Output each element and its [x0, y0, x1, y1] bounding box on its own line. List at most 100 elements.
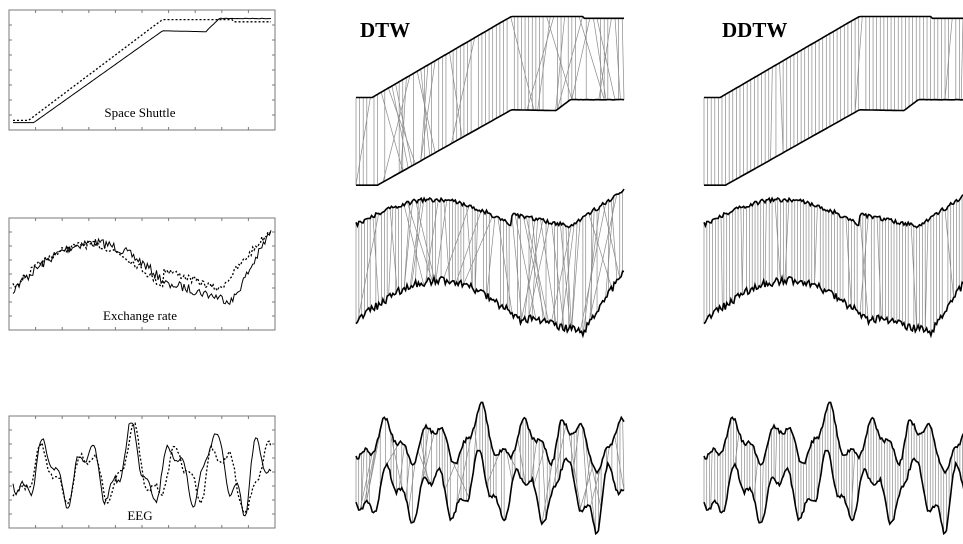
warping-link [596, 18, 616, 100]
warping-link [533, 447, 545, 486]
overlay-panel-1: Space Shuttle [8, 9, 276, 131]
dtw-panel-3 [355, 401, 625, 536]
warping-link [403, 200, 414, 288]
warping-link [734, 433, 740, 464]
warping-link [528, 223, 550, 316]
warping-link [486, 454, 500, 486]
warping-link [517, 437, 527, 485]
series-a-line [13, 17, 272, 124]
warping-link [944, 18, 953, 100]
warping-link [531, 216, 544, 321]
ddtw-panel-2 [703, 194, 963, 339]
warping-link [621, 18, 625, 100]
warping-link [526, 16, 555, 111]
warping-link [550, 424, 567, 496]
warping-link [579, 464, 594, 512]
warping-link [497, 216, 513, 313]
warping-link [546, 16, 573, 100]
series-top-line [704, 15, 963, 99]
series-top-line [355, 188, 625, 229]
warping-link [571, 221, 581, 330]
warping-link [363, 450, 376, 504]
warping-link [420, 64, 429, 161]
series-top-line [703, 401, 963, 475]
warping-link [408, 462, 416, 511]
dtw-panel-2 [355, 188, 625, 339]
warping-link [398, 444, 405, 489]
warping-link [581, 426, 588, 506]
warping-link [463, 216, 493, 284]
warping-link [359, 453, 373, 511]
warping-link [710, 451, 713, 509]
series-overlay-plots: Space Shuttle Exchange rate EEG [8, 9, 276, 529]
warping-link [409, 198, 422, 289]
warping-link [541, 440, 547, 520]
warping-link [610, 200, 618, 280]
warping-link [551, 224, 572, 321]
warping-link [520, 218, 544, 324]
warping-link [578, 16, 605, 100]
warping-link [403, 204, 411, 288]
warping-link [403, 205, 425, 287]
warping-link [466, 206, 473, 288]
warping-link [539, 218, 557, 323]
warping-link [425, 200, 439, 284]
warping-link [622, 419, 625, 491]
series-top-line [355, 401, 625, 475]
warping-link [584, 435, 597, 534]
series-b-line [12, 230, 272, 292]
warping-link [784, 198, 790, 281]
series-top-line [356, 15, 624, 99]
warping-link [614, 18, 621, 100]
series-bottom-line [356, 98, 625, 186]
warping-link [557, 16, 583, 110]
warping-link [572, 424, 580, 475]
series-bottom-line [355, 449, 625, 536]
warping-link [474, 210, 479, 294]
warping-link [850, 452, 856, 520]
dtw-column-title: DTW [360, 18, 411, 42]
warping-link [415, 199, 419, 281]
series-a-line [12, 422, 272, 517]
warping-link [410, 198, 425, 286]
label-backdrop [125, 507, 155, 524]
warping-link [474, 426, 478, 451]
row-label: Space Shuttle [104, 105, 175, 120]
series-bottom-line [355, 270, 625, 339]
warping-link [443, 205, 470, 278]
warping-link [531, 219, 538, 321]
warping-link [524, 220, 536, 317]
warping-link [530, 442, 537, 482]
warping-link [417, 450, 431, 483]
warping-link [551, 224, 565, 331]
warping-link [779, 62, 784, 153]
row-label: Exchange rate [103, 308, 177, 323]
label-backdrop [101, 307, 180, 324]
warping-link [387, 423, 403, 488]
warping-link [740, 207, 743, 295]
warping-link [583, 456, 591, 510]
warping-link [770, 67, 773, 160]
warping-link [761, 462, 764, 522]
ddtw-panel-1 [703, 15, 963, 186]
dtw-panel-1 [355, 15, 625, 186]
warping-link [741, 206, 745, 295]
series-a-line [12, 230, 272, 306]
dtw-alignment-plots [355, 15, 625, 536]
warping-link [382, 75, 411, 183]
warping-link [571, 221, 578, 330]
ddtw-alignment-plots [703, 15, 963, 536]
warping-link [405, 458, 411, 499]
warping-link [355, 97, 371, 186]
warping-link [361, 451, 365, 509]
row-label: EEG [127, 508, 152, 523]
warping-link [537, 16, 551, 111]
warping-link [357, 213, 380, 323]
label-backdrop [102, 104, 178, 121]
warping-link [435, 200, 448, 284]
warping-link [568, 432, 582, 511]
warping-link [944, 210, 954, 298]
warping-link [571, 18, 591, 100]
overlay-panel-3: EEG [8, 415, 276, 529]
